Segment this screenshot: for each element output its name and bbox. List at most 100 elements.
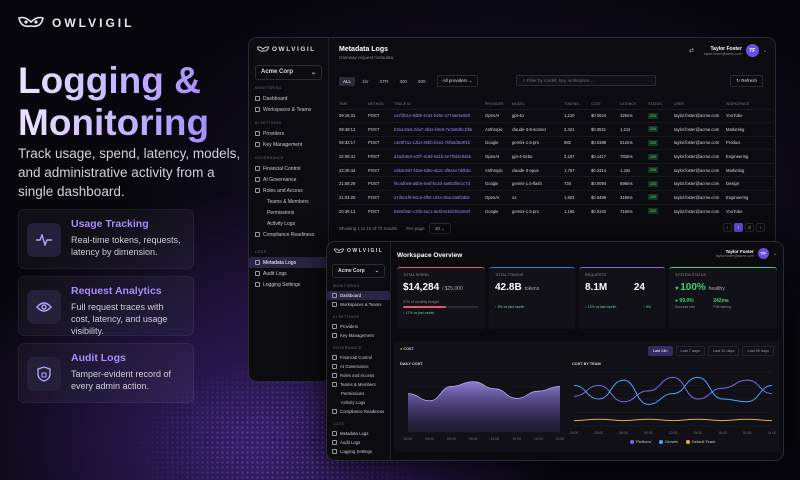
- range-tab[interactable]: Last 30 days: [707, 346, 740, 356]
- search-input[interactable]: ⌕ Filter by model, key, workspace...: [516, 75, 656, 86]
- table-cell: $0.1417: [591, 149, 620, 164]
- next-page-button[interactable]: ›: [756, 223, 765, 232]
- legend-item: Platform: [630, 439, 651, 444]
- sidebar-item-ai-governance[interactable]: AI Governance: [249, 174, 328, 185]
- status-badge: 200: [648, 180, 658, 187]
- sidebar-item-financial[interactable]: Financial Control: [249, 163, 328, 174]
- sidebar-item-compliance[interactable]: Compliance Readiness: [249, 229, 328, 240]
- sidebar-item-logging-settings[interactable]: Logging Settings: [327, 447, 390, 456]
- refresh-button[interactable]: ↻ Refresh: [730, 75, 763, 87]
- range-tab[interactable]: Last 7 days: [675, 346, 705, 356]
- sidebar-item-metadata-logs[interactable]: Metadata Logs: [327, 429, 390, 438]
- status-badge: 200: [648, 112, 658, 119]
- sidebar-item-workspaces[interactable]: Workspaces & Teams: [327, 300, 390, 309]
- section-label: Monitoring: [255, 86, 282, 90]
- section-label: Logs: [255, 250, 267, 254]
- x-tick-label: 21:00: [556, 437, 564, 441]
- page-button[interactable]: 2: [745, 223, 754, 232]
- table-row[interactable]: 08:48:12 POST b3a1c8e5-2da7-4b2e-b9c8-7e3a…: [339, 122, 774, 137]
- org-switcher[interactable]: Acme Corp ⌄: [332, 264, 385, 278]
- card-total-tokens[interactable]: Total Tokens 42.8B tokens ↑ 8% vs last m…: [489, 267, 575, 329]
- sidebar-item-activity[interactable]: Activity Logs: [267, 220, 296, 227]
- user-menu[interactable]: Taylor Foster taylor.foster@acme.com TF ⌄: [716, 248, 777, 259]
- sidebar-item-dashboard[interactable]: Dashboard: [327, 291, 390, 300]
- daily-cost-chart: 00:00 03:00 06:00 09:00 12:00 15:00 18:00 21:00: [404, 371, 564, 441]
- range-tab[interactable]: Last 90 days: [742, 346, 774, 356]
- section-label: Logs: [333, 422, 345, 426]
- column-header[interactable]: Cost: [591, 101, 601, 106]
- column-header[interactable]: Time: [339, 101, 348, 106]
- user-menu[interactable]: ⇄ Taylor Foster taylor.foster@acme.com TF…: [688, 44, 767, 57]
- section-label: Monitoring: [333, 284, 360, 288]
- column-header[interactable]: Trace ID: [394, 101, 411, 106]
- table-row[interactable]: 22:08:41 POST d4a2b8c6-e3f7-4c8d-9a1b-2e7f…: [339, 149, 774, 164]
- column-header[interactable]: Method: [368, 101, 384, 106]
- sidebar-item-financial[interactable]: Financial Control: [327, 353, 390, 362]
- feature-card-analytics: Request Analytics Full request traces wit…: [18, 276, 194, 336]
- column-header[interactable]: Workspace: [726, 101, 750, 106]
- sidebar-item-activity[interactable]: Activity Logs: [341, 400, 366, 405]
- filter-chip[interactable]: STR: [379, 78, 389, 84]
- sidebar-item-permissions[interactable]: Permissions: [267, 209, 295, 216]
- sidebar-item-audit-logs[interactable]: Audit Logs: [327, 438, 390, 447]
- area-fill: [408, 381, 560, 432]
- sidebar-item-teams[interactable]: Teams & Members: [327, 380, 390, 389]
- table-header: Time Method Trace ID Provider Model Tokens Cos…: [339, 99, 774, 109]
- page-button[interactable]: 1: [734, 223, 743, 232]
- table-row[interactable]: 22:25:44 POST e5b3c9d7-f4a8-4d9e-ab2c-3f8a…: [339, 162, 774, 177]
- card-requests[interactable]: Requests 8.1M 24 ↑ 12% vs last month ↑ 5%: [579, 267, 665, 329]
- prev-page-button[interactable]: ‹: [723, 223, 732, 232]
- table-row[interactable]: 08:32:17 POST c3e9f7a1-12b4-49bb-b2e2-7bfa…: [339, 135, 774, 150]
- refresh-icon[interactable]: ⇄: [688, 48, 694, 54]
- sidebar-item-teams[interactable]: Teams & Members: [267, 198, 309, 205]
- table-cell: POST: [368, 162, 394, 177]
- column-header[interactable]: Provider: [485, 101, 504, 106]
- sidebar-item-ai-governance[interactable]: AI Governance: [327, 362, 390, 371]
- table-row[interactable]: 21:58:29 POST f6c4d0e8-a5b9-4eaf-bc3d-4a9b…: [339, 176, 774, 191]
- filter-chip[interactable]: 1hr: [362, 78, 369, 84]
- per-page-select[interactable]: 10 ⌄: [428, 223, 451, 234]
- sidebar: OWLVIGIL Acme Corp ⌄ Monitoring Dashboard…: [327, 242, 391, 460]
- provider-select[interactable]: All providers ⌄: [436, 75, 479, 87]
- filter-chip[interactable]: 300: [399, 78, 408, 84]
- x-tick-label: 09:00: [469, 437, 478, 441]
- filter-chip[interactable]: ALL: [339, 76, 356, 86]
- sidebar-item-permissions[interactable]: Permissions: [341, 391, 365, 396]
- sidebar-item-roles[interactable]: Roles and Access: [327, 371, 390, 380]
- filter-chip[interactable]: 900: [418, 78, 426, 84]
- table-cell: 1,503: [564, 190, 591, 205]
- card-total-spend[interactable]: Total Spend $14,284 / $25,000 57% of mon…: [397, 267, 485, 329]
- folder-icon: [332, 302, 337, 307]
- org-switcher[interactable]: Acme Corp ⌄: [255, 65, 322, 80]
- table-cell: taylor.foster@acme.com: [674, 162, 726, 177]
- table-row[interactable]: 09:16:31 POST ca7f3b1e-9d85-4c34-bd9e-477a…: [339, 108, 774, 123]
- sidebar-item-providers[interactable]: Providers: [249, 128, 328, 139]
- column-header[interactable]: User: [674, 101, 684, 106]
- sidebar-item-roles[interactable]: Roles and Access: [249, 185, 328, 196]
- table-row[interactable]: 21:03:25 POST a7d5e1f9-b6ca-4fb0-cd4e-5bac…: [339, 190, 774, 205]
- sidebar-item-compliance[interactable]: Compliance Readiness: [327, 407, 390, 416]
- sidebar-item-dashboard[interactable]: Dashboard: [249, 93, 328, 104]
- sidebar-item-logging-settings[interactable]: Logging Settings: [249, 279, 328, 290]
- column-header[interactable]: Tokens: [564, 101, 579, 106]
- column-header[interactable]: Status: [648, 101, 662, 106]
- gear-icon: [332, 449, 337, 454]
- sidebar-item-providers[interactable]: Providers: [327, 322, 390, 331]
- column-header[interactable]: Latency: [620, 101, 637, 106]
- column-header[interactable]: Model: [512, 101, 525, 106]
- table-cell: OpenAI: [485, 190, 512, 205]
- sidebar-item-audit-logs[interactable]: Audit Logs: [249, 268, 328, 279]
- table-row[interactable]: 20:36:13 POST b8e6f2a0-c7db-4ac1-de5f-6cbd…: [339, 203, 774, 218]
- range-tab[interactable]: Last 24h: [647, 346, 673, 356]
- trace-id: d4a2b8c6-e3f7-4c8d-9a1b-2e7f0d6c9a5b: [394, 149, 485, 164]
- status-badge: 200: [648, 194, 658, 201]
- card-system-status[interactable]: System Status ♥ 100% healthy ● 99.9% Succ…: [669, 267, 777, 329]
- sidebar-item-metadata-logs[interactable]: Metadata Logs: [249, 257, 328, 268]
- sidebar-item-keys[interactable]: Key Management: [249, 139, 328, 150]
- sidebar-brand: OWLVIGIL: [257, 46, 328, 53]
- sidebar-item-keys[interactable]: Key Management: [327, 331, 390, 340]
- sidebar-item-workspaces[interactable]: Workspaces & Teams: [249, 104, 328, 115]
- table-cell: Design: [726, 176, 774, 191]
- feature-title: Request Analytics: [71, 285, 162, 297]
- page-title: Metadata Logs: [339, 46, 389, 53]
